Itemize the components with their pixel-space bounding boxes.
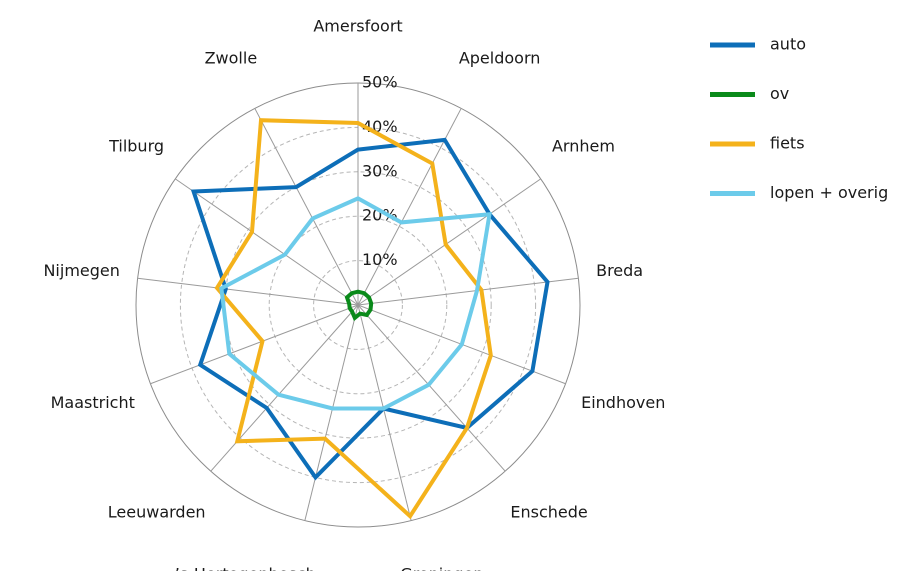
category-label: Arnhem (552, 137, 615, 156)
spoke (254, 108, 359, 306)
spoke (357, 178, 541, 306)
spoke (357, 304, 506, 472)
spoke (357, 304, 412, 521)
category-label: Amersfoort (313, 17, 402, 36)
series-line (344, 289, 374, 322)
r-tick-label: 10% (362, 250, 398, 269)
legend-label: ov (770, 84, 789, 103)
series-line (214, 118, 493, 520)
spoke (357, 277, 579, 306)
legend-label: fiets (770, 134, 805, 153)
grid-ring (313, 260, 403, 350)
category-label: Apeldoorn (459, 48, 541, 67)
category-label: Leeuwarden (108, 503, 206, 522)
legend-label: lopen + overig (770, 183, 888, 202)
r-tick-label: 20% (362, 206, 398, 225)
category-label: Enschede (510, 503, 587, 522)
category-label: Groningen (400, 564, 483, 571)
category-label: Eindhoven (581, 393, 665, 412)
series-line (219, 196, 492, 411)
category-label: Maastricht (51, 393, 135, 412)
spoke (304, 304, 359, 521)
category-label: Nijmegen (43, 261, 119, 280)
category-label: ’s-Hertogenbosch (175, 564, 316, 571)
series-line (190, 137, 550, 481)
r-tick-label: 30% (362, 161, 398, 180)
category-label: Breda (596, 261, 643, 280)
category-label: Zwolle (205, 48, 258, 67)
spoke (175, 178, 359, 306)
grid-ring (268, 215, 448, 395)
spoke (137, 277, 359, 306)
category-label: Tilburg (108, 137, 164, 156)
legend-label: auto (770, 35, 806, 54)
grid-ring (224, 171, 492, 439)
spoke (150, 304, 359, 385)
r-tick-label: 50% (362, 73, 398, 92)
spoke (210, 304, 359, 472)
